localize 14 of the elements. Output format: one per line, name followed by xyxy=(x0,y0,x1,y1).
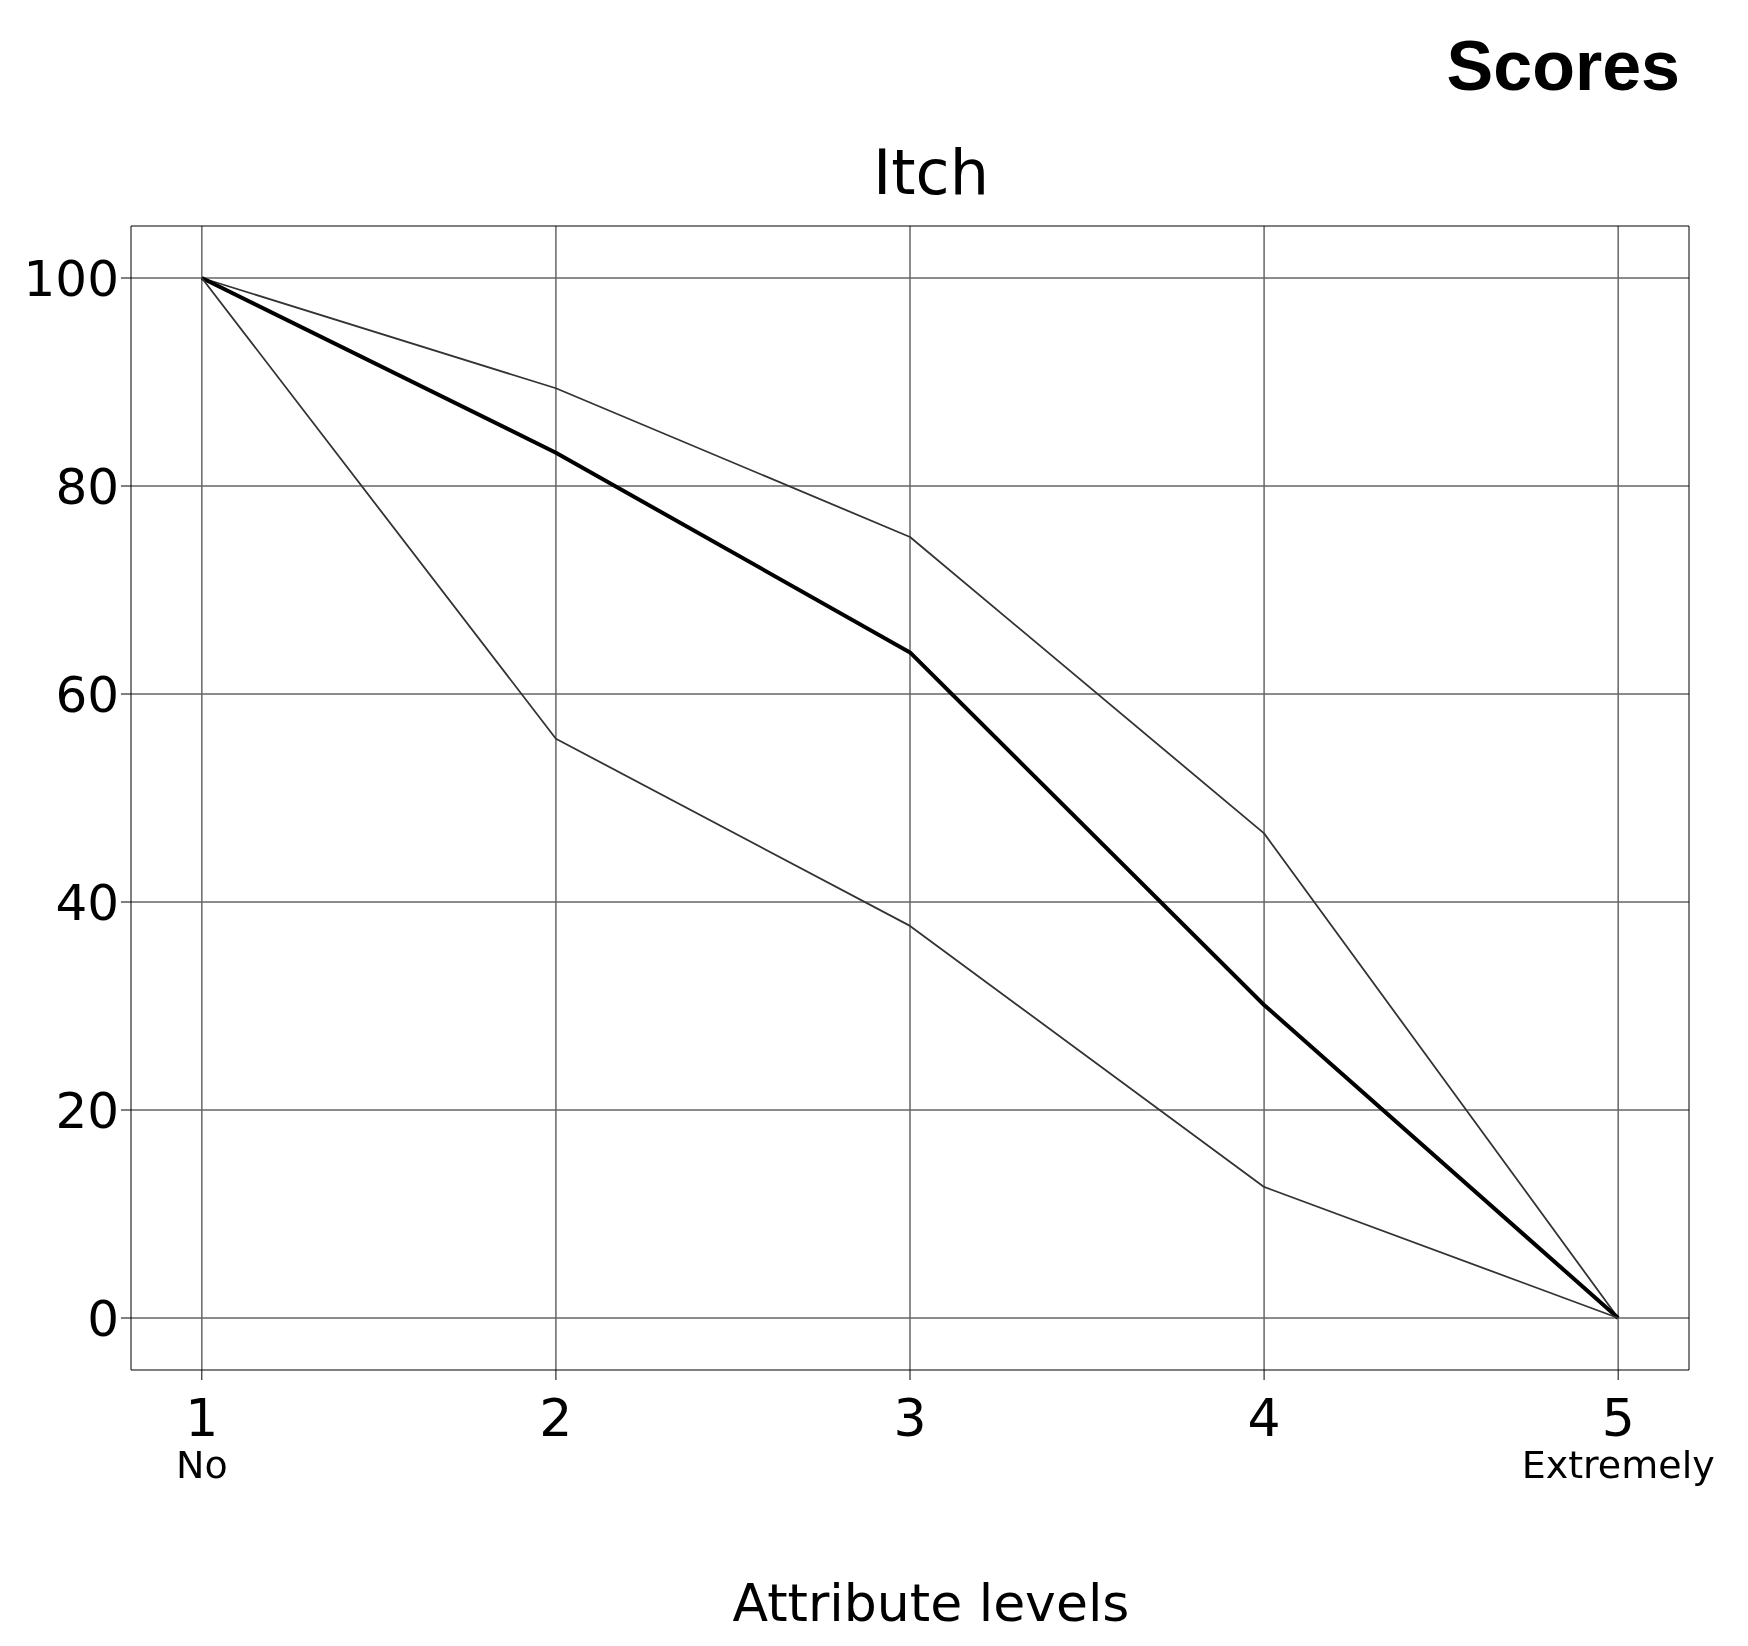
x-tick-label: 5 Extremely xyxy=(1521,1388,1715,1487)
chart-subtitle: Scores xyxy=(1446,26,1680,106)
x-tick-label: 3 xyxy=(893,1388,927,1448)
y-tick-label: 40 xyxy=(55,873,119,932)
y-tick-label: 20 xyxy=(55,1081,119,1140)
y-tick-label: 60 xyxy=(55,665,119,724)
x-tick-label: 4 xyxy=(1247,1388,1281,1448)
y-tick-label: 80 xyxy=(55,457,119,516)
x-tick-label: 1 No xyxy=(175,1388,228,1487)
x-tick-label: 2 xyxy=(539,1388,573,1448)
y-tick-label: 0 xyxy=(87,1289,119,1348)
x-axis-title: Attribute levels xyxy=(731,1573,1131,1633)
chart-title: Itch xyxy=(872,136,990,209)
y-tick-label: 100 xyxy=(23,249,119,308)
